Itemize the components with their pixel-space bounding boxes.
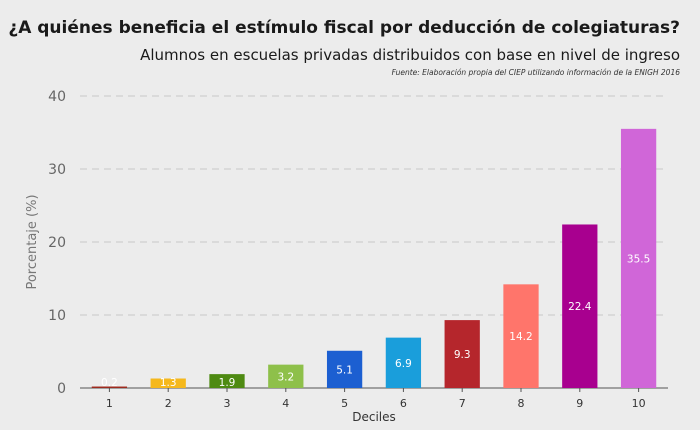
bar-value-label: 5.1 [336,364,353,376]
y-axis-ticks: 0 10 20 30 40 [48,89,66,397]
bar [150,378,186,388]
y-tick-label: 20 [48,235,66,251]
x-axis-label: Deciles [352,410,396,424]
y-tick-label: 40 [48,89,66,105]
x-tick-label: 4 [282,397,289,410]
bar-value-label: 1.3 [160,377,177,389]
bar-value-label: 6.9 [395,358,412,370]
x-tick-label: 9 [576,397,583,410]
bar [209,374,245,388]
bar [91,386,128,388]
bar-value-label: 0.2 [101,377,118,389]
x-tick-label: 1 [106,397,113,410]
x-tick-label: 6 [400,397,407,410]
bar [562,224,598,388]
bar-value-label: 3.2 [277,371,294,383]
y-tick-label: 30 [48,162,66,178]
bar [620,128,657,388]
bar-value-label: 14.2 [509,331,532,343]
x-tick-label: 3 [224,397,231,410]
y-tick-label: 10 [48,308,66,324]
chart-source: Fuente: Elaboración propia del CIEP util… [391,68,680,77]
bar [268,364,304,388]
grid-lines [80,95,668,316]
bars [91,128,657,388]
bar-value-label: 22.4 [568,301,592,313]
bar [385,337,422,388]
x-tick-label: 10 [632,397,646,410]
y-axis-label: Porcentaje (%) [25,194,40,289]
bar [444,320,480,388]
x-tick-label: 7 [459,397,466,410]
x-tick-label: 2 [165,397,172,410]
bar-value-label: 1.9 [219,377,236,389]
x-tick-label: 8 [518,397,525,410]
bar-value-labels: 0.2 1.3 1.9 3.2 5.1 6.9 9.3 14.2 22.4 35.5 [101,253,650,389]
bar-value-label: 35.5 [627,253,650,265]
y-tick-label: 0 [57,381,66,397]
bar-value-label: 9.3 [454,349,471,361]
x-axis-ticks: 1 2 3 4 5 6 7 8 9 10 [106,388,646,410]
bar [326,350,363,388]
bar [503,284,539,388]
chart-title: ¿A quiénes beneficia el estímulo fiscal … [8,18,680,38]
chart-subtitle: Alumnos en escuelas privadas distribuido… [140,46,680,64]
x-tick-label: 5 [341,397,348,410]
